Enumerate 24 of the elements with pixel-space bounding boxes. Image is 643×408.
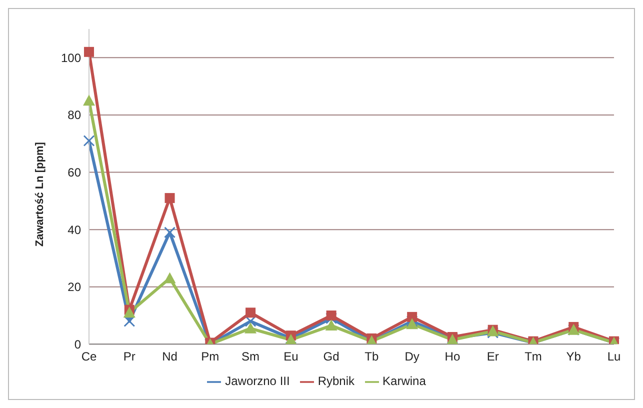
x-tick-label: Ho [444, 350, 460, 364]
y-tick-label: 60 [68, 166, 82, 180]
x-tick-label: Yb [566, 350, 582, 364]
y-tick-label: 0 [74, 337, 82, 352]
x-tick-label: Gd [323, 350, 340, 364]
x-tick-label: Dy [404, 350, 420, 364]
x-tick-label: Eu [284, 350, 298, 364]
x-tick-label: Pr [123, 350, 136, 364]
legend-label: Rybnik [318, 374, 355, 388]
x-tick-label: Tm [524, 350, 542, 364]
x-tick-label: Sm [242, 350, 260, 364]
y-axis-title: Zawartość Ln [ppm] [34, 142, 46, 247]
legend-label: Jaworzno III [225, 374, 290, 388]
x-tick-label: Lu [607, 350, 621, 364]
x-tick-label: Ce [81, 350, 97, 364]
x-tick-label: Nd [162, 350, 178, 364]
y-tick-label: 100 [60, 50, 82, 65]
y-tick-label: 20 [68, 280, 82, 294]
x-tick-label: Pm [201, 350, 220, 364]
y-tick-label: 80 [68, 108, 82, 122]
x-tick-label: Tb [364, 350, 380, 364]
x-tick-label: Er [486, 350, 499, 364]
legend-label: Karwina [382, 374, 426, 388]
y-tick-label: 40 [68, 222, 82, 237]
